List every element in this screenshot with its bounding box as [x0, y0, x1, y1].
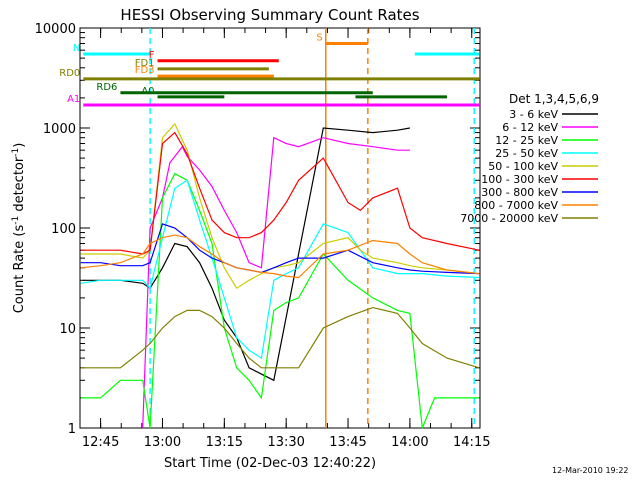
y-axis-label-sup2: -1 — [11, 148, 21, 157]
y-axis-label-end: ) — [12, 143, 27, 148]
series-line — [80, 234, 480, 279]
y-axis-label-sup: -1 — [11, 216, 21, 225]
series-line — [142, 136, 410, 429]
x-axis-label: Start Time (02-Dec-03 12:40:22) — [164, 456, 376, 471]
flag-label: RD6 — [96, 82, 117, 93]
x-tick-label: 12:45 — [82, 435, 119, 450]
flag-label: N — [73, 43, 80, 54]
plot-area: 1 10 100 1000 10000 12:45 13:00 13:15 13:30 13:45… — [35, 22, 491, 450]
legend-label: 800 - 7000 keV — [474, 199, 558, 212]
x-tick-label: 14:00 — [391, 435, 428, 450]
x-tick-label: 13:45 — [329, 435, 366, 450]
y-tick-label: 10000 — [35, 22, 76, 37]
legend-label: 12 - 25 keV — [495, 134, 558, 147]
series-line — [83, 127, 411, 382]
series-line — [80, 131, 480, 255]
legend-label: 50 - 100 keV — [488, 160, 558, 173]
flag-label: F — [149, 50, 155, 61]
x-tick-label: 13:00 — [144, 435, 181, 450]
series-line — [80, 306, 480, 369]
flag-label: A1 — [67, 94, 80, 105]
flag-label: RD0 — [59, 68, 80, 79]
legend-label: 100 - 300 keV — [481, 173, 558, 186]
chart-title: HESSI Observing Summary Count Rates — [120, 6, 419, 24]
x-tick-label: 13:30 — [267, 435, 304, 450]
series-line — [80, 172, 480, 429]
x-tick-label: 14:15 — [453, 435, 490, 450]
date-stamp: 12-Mar-2010 19:22 — [552, 466, 629, 475]
legend-label: 7000 - 20000 keV — [460, 212, 558, 225]
y-tick-label: 1000 — [43, 122, 76, 137]
y-axis-label: Count Rate (s-1 detector-1) — [11, 143, 27, 314]
y-axis-label-main: Count Rate (s — [12, 225, 27, 314]
legend-label: 3 - 6 keV — [509, 108, 558, 121]
flag-label: FD1 — [135, 58, 155, 69]
legend-title: Det 1,3,4,5,6,9 — [509, 92, 599, 106]
legend-label: 300 - 800 keV — [481, 186, 558, 199]
y-axis-label-tail: detector — [12, 156, 27, 216]
legend-label: 25 - 50 keV — [495, 147, 558, 160]
y-tick-label: 1 — [68, 422, 76, 437]
series-line — [80, 122, 480, 290]
flag-label: FD3 — [135, 65, 155, 76]
y-tick-label: 100 — [51, 222, 76, 237]
flag-label: S — [316, 32, 322, 43]
flag-label: A0 — [141, 86, 154, 97]
legend-label: 6 - 12 keV — [502, 121, 558, 134]
x-tick-label: 13:15 — [206, 435, 243, 450]
y-tick-label: 10 — [59, 322, 76, 337]
series-line — [80, 179, 480, 360]
